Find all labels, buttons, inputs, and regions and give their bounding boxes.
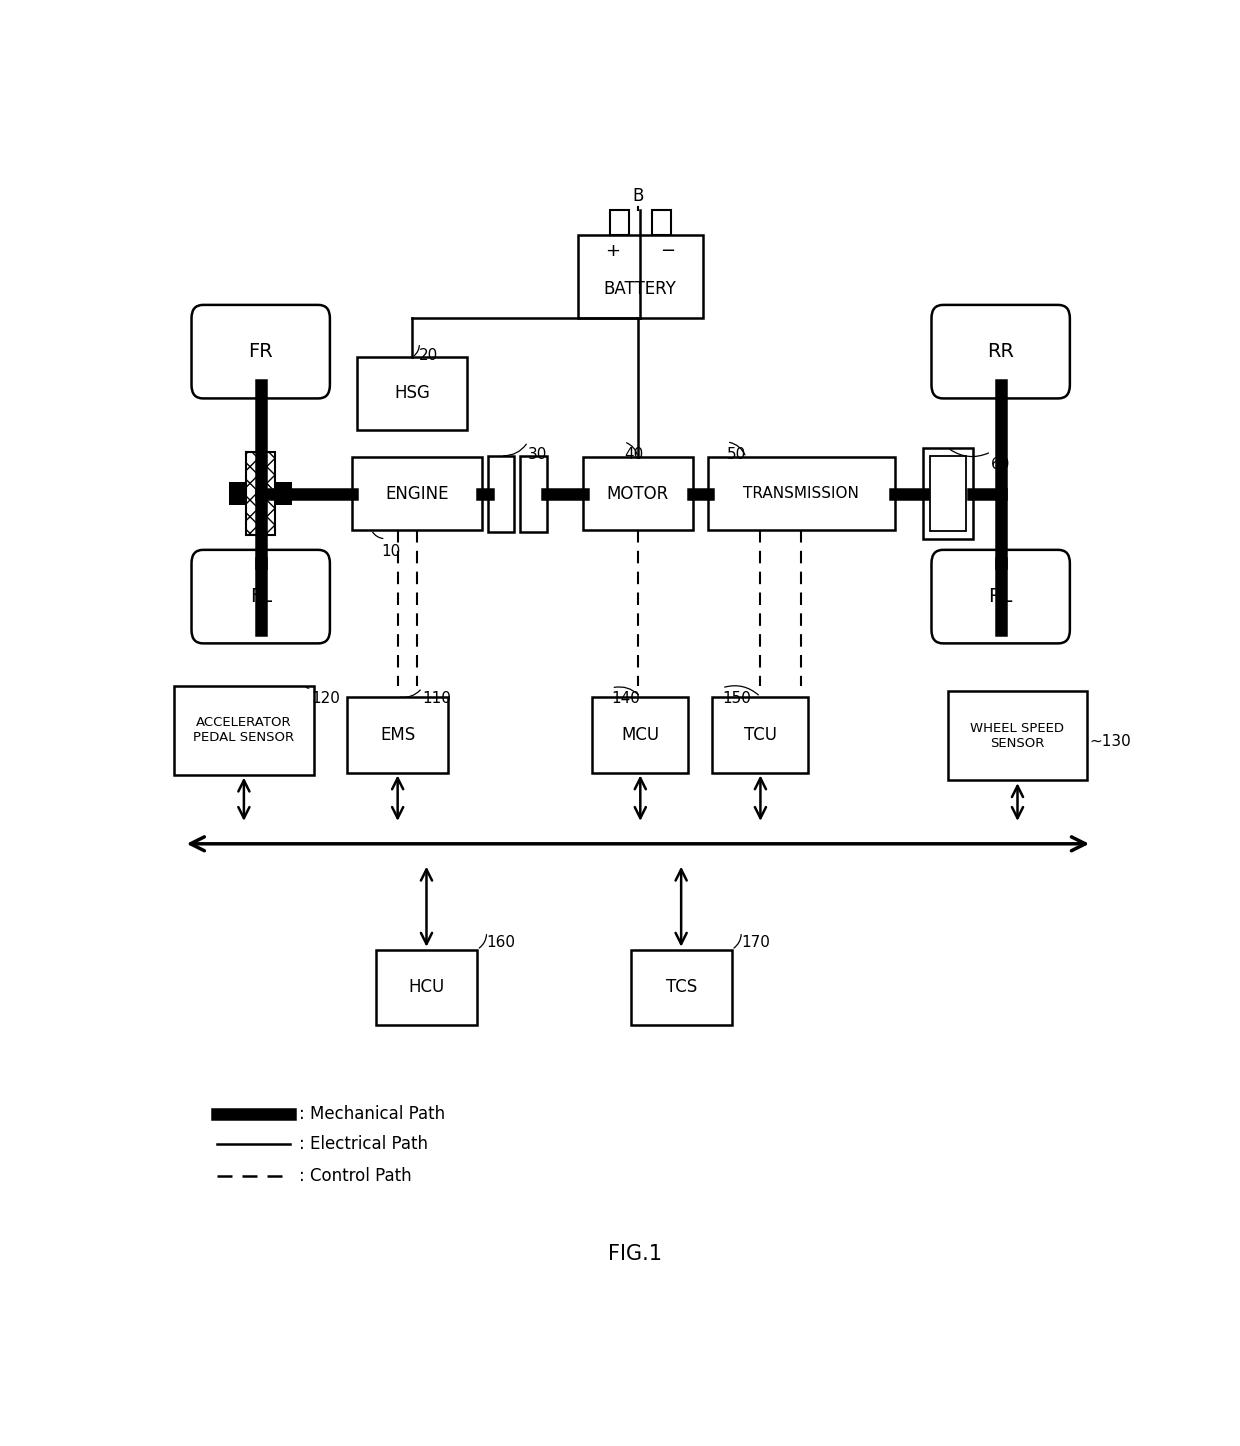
Bar <box>352 457 481 529</box>
Bar <box>174 685 314 775</box>
Text: WHEEL SPEED
SENSOR: WHEEL SPEED SENSOR <box>971 722 1064 750</box>
Text: 10: 10 <box>381 544 401 560</box>
Bar <box>357 357 467 429</box>
Text: TCS: TCS <box>666 979 697 996</box>
Text: TRANSMISSION: TRANSMISSION <box>743 486 859 502</box>
Text: 20: 20 <box>419 348 439 363</box>
Bar <box>578 234 703 318</box>
Text: : Mechanical Path: : Mechanical Path <box>299 1105 445 1124</box>
Bar <box>610 210 629 234</box>
Text: 50: 50 <box>727 447 746 463</box>
Text: MCU: MCU <box>621 726 660 743</box>
Bar <box>583 457 693 529</box>
Bar <box>247 453 275 535</box>
Bar <box>376 950 477 1025</box>
Text: 170: 170 <box>742 936 770 950</box>
Bar <box>521 455 547 532</box>
Bar <box>652 210 671 234</box>
Text: 30: 30 <box>528 447 547 463</box>
FancyBboxPatch shape <box>931 549 1070 643</box>
Bar <box>712 697 808 772</box>
Text: RR: RR <box>987 343 1014 362</box>
Text: FIG.1: FIG.1 <box>609 1244 662 1264</box>
Text: EMS: EMS <box>379 726 415 743</box>
Text: 120: 120 <box>311 691 341 706</box>
Text: 150: 150 <box>722 691 751 706</box>
Text: ENGINE: ENGINE <box>386 484 449 503</box>
Bar <box>593 697 688 772</box>
Bar <box>275 482 293 505</box>
Text: HCU: HCU <box>408 979 445 996</box>
FancyBboxPatch shape <box>931 305 1070 399</box>
Text: : Control Path: : Control Path <box>299 1167 412 1184</box>
Text: 40: 40 <box>624 447 644 463</box>
Text: FR: FR <box>248 343 273 362</box>
Text: FL: FL <box>249 587 272 606</box>
Text: 140: 140 <box>611 691 640 706</box>
Text: −: − <box>660 243 676 260</box>
FancyBboxPatch shape <box>191 549 330 643</box>
Bar <box>487 455 515 532</box>
Bar <box>947 691 1087 781</box>
Text: B: B <box>632 187 644 205</box>
Text: ACCELERATOR
PEDAL SENSOR: ACCELERATOR PEDAL SENSOR <box>193 716 294 745</box>
Text: RL: RL <box>988 587 1013 606</box>
Bar <box>631 950 732 1025</box>
Text: 160: 160 <box>486 936 516 950</box>
Bar <box>229 482 247 505</box>
Text: : Electrical Path: : Electrical Path <box>299 1135 428 1154</box>
Text: 110: 110 <box>422 691 451 706</box>
Text: HSG: HSG <box>394 385 430 402</box>
Text: TCU: TCU <box>744 726 777 743</box>
FancyBboxPatch shape <box>191 305 330 399</box>
Text: MOTOR: MOTOR <box>606 484 670 503</box>
Text: 60: 60 <box>991 457 1011 473</box>
Bar <box>347 697 448 772</box>
Bar <box>930 455 966 532</box>
Bar <box>923 448 973 539</box>
Bar <box>708 457 895 529</box>
Text: +: + <box>605 243 620 260</box>
Text: ~130: ~130 <box>1089 735 1131 749</box>
Text: BATTERY: BATTERY <box>604 281 677 298</box>
